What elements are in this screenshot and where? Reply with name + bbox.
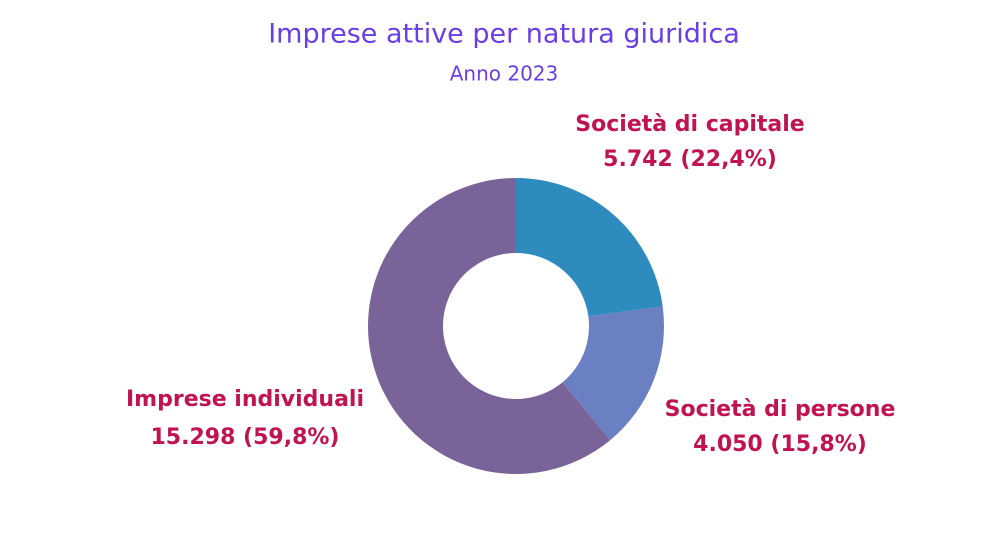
slice-label: Società di persone xyxy=(665,397,896,422)
slice-value-label: 5.742 (22,4%) xyxy=(603,147,777,172)
chart-title: Imprese attive per natura giuridica xyxy=(268,19,740,50)
donut-slice xyxy=(562,306,664,441)
donut-slice xyxy=(368,178,611,475)
slice-label: Società di capitale xyxy=(575,112,804,137)
chart-subtitle: Anno 2023 xyxy=(450,62,559,86)
slice-value-label: 4.050 (15,8%) xyxy=(693,432,867,457)
slice-value-label: 15.298 (59,8%) xyxy=(151,425,340,450)
donut-slice xyxy=(516,178,663,317)
slice-label: Imprese individuali xyxy=(126,387,364,412)
